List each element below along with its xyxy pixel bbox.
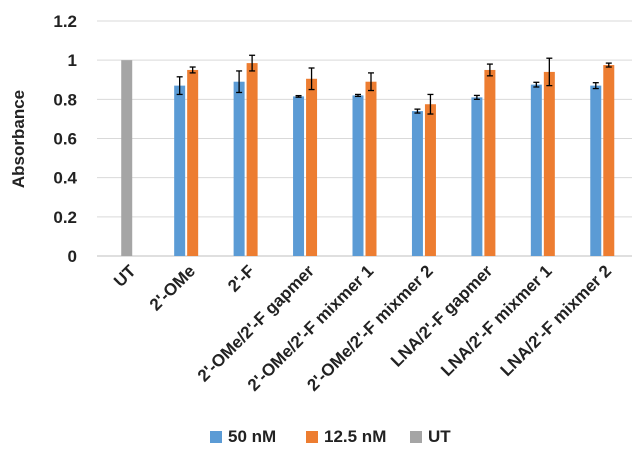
bar [590,85,602,256]
x-category-label: UT [110,261,140,291]
y-tick-label: 0.4 [53,169,77,188]
legend-swatch [306,431,318,443]
x-category-label: 2'-OMe [146,261,199,314]
bar [293,96,305,256]
y-tick-label: 0 [68,247,77,266]
bar [174,85,186,256]
error-bars [176,54,612,115]
y-tick-labels: 0 0.2 0.4 0.6 0.8 1 1.2 [53,12,77,266]
bars [121,60,615,257]
bar [306,78,318,256]
legend-label: 12.5 nM [324,427,386,446]
bar [484,69,496,256]
legend-label: UT [428,427,451,446]
bar [365,81,377,256]
bar [246,63,258,256]
y-tick-label: 0.6 [53,130,77,149]
bar [530,84,542,256]
legend: 50 nM 12.5 nM UT [210,427,451,446]
x-category-label: LNA/2'-F mixmer 2 [497,261,616,380]
bar [121,60,133,256]
y-tick-label: 1.2 [53,12,77,31]
y-axis-title: Absorbance [9,90,28,188]
x-category-label: LNA/2'-F mixmer 1 [437,261,556,380]
bar [411,111,423,256]
x-category-label: 2'-OMe/2'-F gapmer [194,261,318,385]
y-tick-label: 0.2 [53,208,77,227]
legend-label: 50 nM [228,427,276,446]
bar [543,71,555,257]
y-tick-label: 0.8 [53,90,77,109]
gridlines [97,20,632,257]
x-category-labels: UT 2'-OMe 2'-F2'-OMe/2'-F gapmer2'-OMe/2'-… [110,261,615,395]
bar [603,65,615,256]
x-category-label: LNA/2'-F gapmer [387,261,496,370]
bar [471,97,483,256]
legend-swatch [210,431,222,443]
y-tick-label: 1 [68,51,77,70]
bar [233,81,245,256]
legend-swatch [410,431,422,443]
bar [424,104,436,257]
bar [352,95,364,257]
x-category-label: 2'-F [224,261,258,295]
bar [187,69,199,256]
